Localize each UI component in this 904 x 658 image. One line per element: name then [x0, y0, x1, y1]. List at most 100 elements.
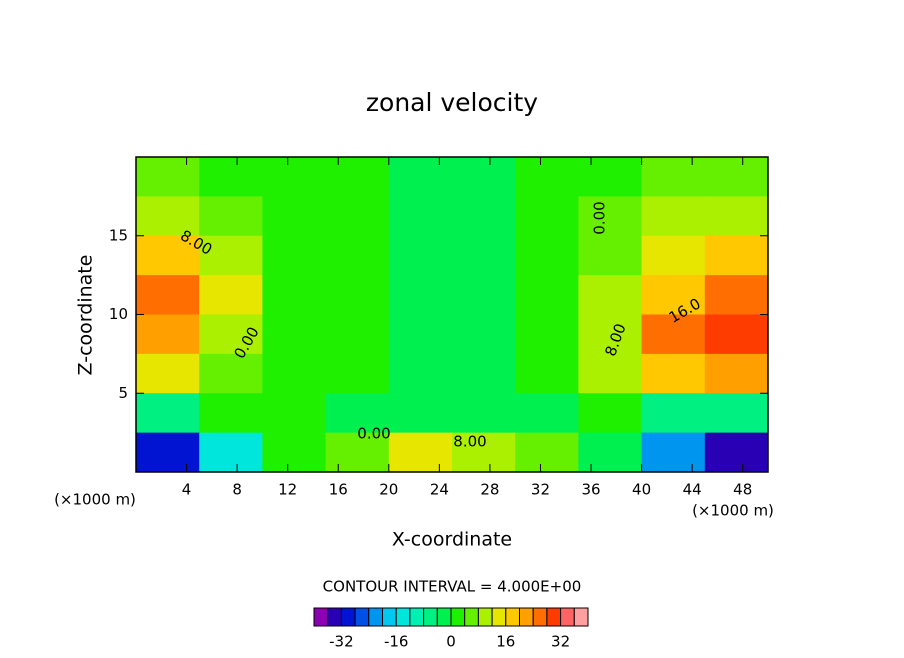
colorbar-box [354, 607, 370, 627]
x-unit-label: (×1000 m) [54, 491, 136, 509]
field-cell [136, 314, 200, 355]
field-cell [578, 196, 643, 237]
colorbar-box [395, 607, 411, 627]
field-cell [388, 235, 453, 276]
chart-title: zonal velocity [366, 88, 538, 117]
field-cell [325, 314, 390, 355]
colorbar-tick-label: 16 [496, 633, 515, 651]
field-cell [641, 432, 706, 473]
x-tick-label: 24 [430, 481, 449, 499]
field-cell [262, 235, 327, 276]
field-cell [262, 157, 327, 197]
colorbar-box [477, 607, 493, 627]
field-cell [325, 157, 390, 197]
field-cell [578, 432, 643, 473]
field-cell [262, 275, 327, 315]
x-tick-label: 16 [329, 481, 348, 499]
field-cell [704, 275, 769, 315]
y-tick-label: 15 [109, 226, 128, 244]
field-cell [388, 157, 453, 197]
field-cell [325, 353, 390, 394]
field-cell [388, 353, 453, 394]
colorbar-box [340, 607, 356, 627]
field-cell [452, 432, 516, 473]
field-cell [199, 393, 263, 434]
field-cell [704, 235, 769, 276]
field-cell [515, 235, 579, 276]
field-cell [262, 393, 327, 434]
contour-label: 8.00 [453, 433, 486, 451]
field-cell [515, 196, 579, 237]
field-cell [325, 432, 390, 473]
field-cell [452, 235, 516, 276]
field-cell [641, 314, 706, 355]
field-cell [515, 432, 579, 473]
field-cell [262, 353, 327, 394]
colorbar-box [546, 607, 562, 627]
x-tick-label: 36 [581, 481, 600, 499]
field-cell [578, 353, 643, 394]
field-cell [136, 196, 200, 237]
field-cell [262, 432, 327, 473]
field-cell [325, 275, 390, 315]
colorbar-box [327, 607, 342, 627]
field-cell [704, 432, 769, 473]
field-cell [641, 393, 706, 434]
y-tick-label: 10 [109, 305, 128, 323]
field-cell [641, 275, 706, 315]
field-cell [136, 353, 200, 394]
field-cell [515, 353, 579, 394]
colorbar-box [313, 607, 329, 627]
colorbar-box [436, 607, 452, 627]
field-cell [515, 157, 579, 197]
colorbar-box [491, 607, 507, 627]
field-cell [388, 196, 453, 237]
field-cell [199, 314, 263, 355]
contour-label: 0.00 [357, 425, 390, 443]
field-cell [325, 235, 390, 276]
colorbar-box [382, 607, 397, 627]
field-cell [388, 393, 453, 434]
field-cell [452, 353, 516, 394]
field-cell [578, 393, 643, 434]
field-cell [704, 157, 769, 197]
field-cell [641, 353, 706, 394]
field-cell [452, 275, 516, 315]
field-cell [704, 353, 769, 394]
field-cell [452, 157, 516, 197]
field-cell [136, 275, 200, 315]
field-cell [136, 393, 200, 434]
field-cell [199, 235, 263, 276]
colorbar-box [532, 607, 548, 627]
colorbar-box [560, 607, 575, 627]
field-cell [704, 393, 769, 434]
field-cell [199, 196, 263, 237]
field-cell [704, 196, 769, 237]
colorbar-tick-label: -32 [329, 633, 354, 651]
field-cell [578, 235, 643, 276]
x-axis-label: X-coordinate [392, 529, 512, 551]
field-cell [641, 196, 706, 237]
field-cell [452, 196, 516, 237]
field-cell [136, 235, 200, 276]
field-cell [262, 314, 327, 355]
x-tick-label: 48 [733, 481, 752, 499]
field-cell [136, 432, 200, 473]
field-cell [199, 432, 263, 473]
colorbar-box [423, 607, 438, 627]
field-cell [641, 157, 706, 197]
field-cell [199, 157, 263, 197]
x-tick-label: 12 [278, 481, 297, 499]
x-tick-label: 4 [182, 481, 192, 499]
field-cell [262, 196, 327, 237]
x-tick-label: 44 [683, 481, 702, 499]
field-cell [578, 275, 643, 315]
x-tick-label: 32 [531, 481, 550, 499]
field-cell [325, 196, 390, 237]
field-cell [388, 314, 453, 355]
field-cell [515, 314, 579, 355]
colorbar-box [368, 607, 383, 627]
colorbar-box [519, 607, 534, 627]
contour-label: 0.00 [591, 201, 609, 234]
